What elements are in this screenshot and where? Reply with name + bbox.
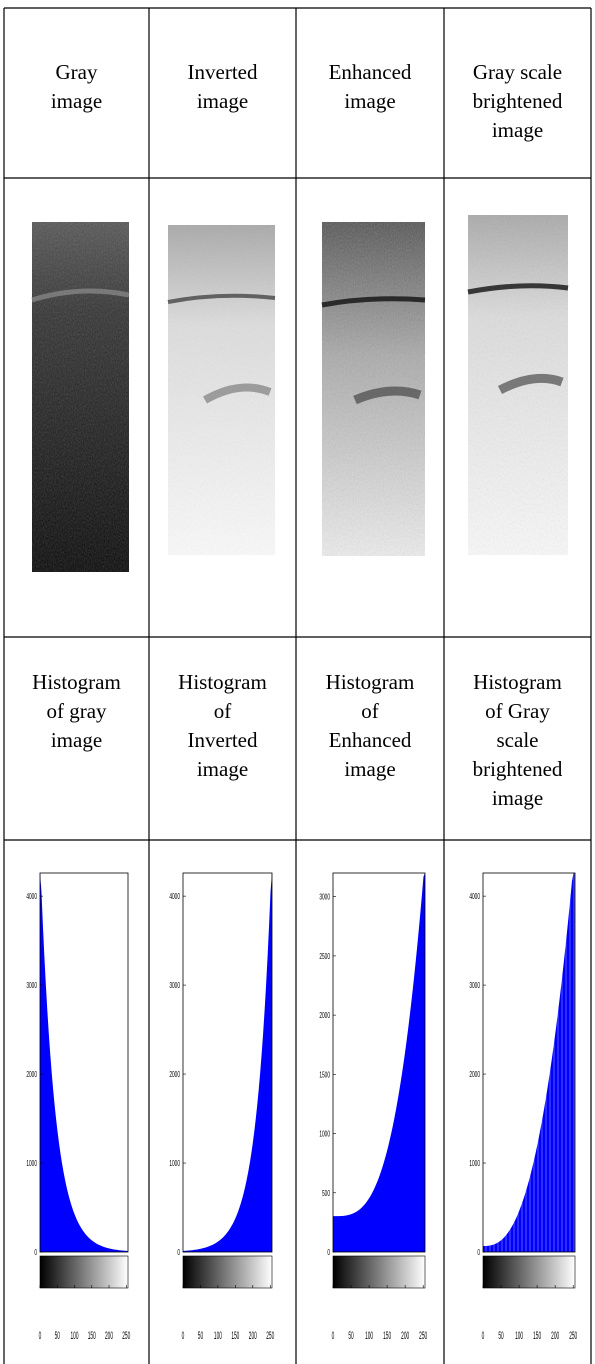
caption-cell: Histogram of gray image — [32, 668, 122, 755]
y-tick-label: 1000 — [319, 1130, 330, 1138]
x-tick-label: 100 — [365, 1329, 373, 1342]
x-tick-label: 100 — [515, 1329, 523, 1342]
y-tick-label: 1000 — [169, 1160, 180, 1168]
colorbar — [333, 1256, 425, 1288]
caption-cell: Histogram of Inverted image — [178, 668, 268, 784]
y-tick-label: 4000 — [26, 893, 37, 901]
x-tick-label: 100 — [71, 1329, 79, 1342]
x-tick-label: 250 — [569, 1329, 577, 1342]
y-tick-label: 0 — [177, 1249, 180, 1257]
caption-cell: Histogram of Gray scale brightened image — [464, 668, 572, 813]
x-tick-label: 200 — [249, 1329, 257, 1342]
y-tick-label: 1500 — [319, 1071, 330, 1079]
x-tick-label: 250 — [266, 1329, 274, 1342]
histogram-fill — [483, 873, 575, 1252]
x-tick-label: 150 — [383, 1329, 391, 1342]
y-tick-label: 2000 — [169, 1071, 180, 1079]
header-cell: Gray image — [32, 58, 122, 116]
caption-cell: Histogram of Enhanced image — [325, 668, 415, 784]
colorbar — [40, 1256, 128, 1288]
x-tick-label: 0 — [332, 1329, 335, 1342]
x-tick-label: 100 — [214, 1329, 222, 1342]
y-tick-label: 3000 — [469, 982, 480, 990]
y-tick-label: 3000 — [169, 982, 180, 990]
y-tick-label: 4000 — [469, 893, 480, 901]
header-cell: Enhanced image — [325, 58, 415, 116]
y-tick-label: 2500 — [319, 953, 330, 961]
y-tick-label: 3000 — [319, 894, 330, 902]
ultrasound-images — [32, 215, 568, 572]
x-tick-label: 50 — [498, 1329, 503, 1342]
y-tick-label: 500 — [322, 1190, 330, 1198]
x-tick-label: 50 — [348, 1329, 353, 1342]
y-tick-label: 1000 — [26, 1160, 37, 1168]
header-cell: Inverted image — [178, 58, 268, 116]
header-cell: Gray scale brightened image — [464, 58, 572, 145]
x-tick-label: 150 — [231, 1329, 239, 1342]
histogram-fill — [183, 873, 272, 1252]
page: 0100020003000400005010015020025001000200… — [0, 0, 595, 1364]
histogram-fill — [40, 873, 128, 1252]
colorbar — [183, 1256, 272, 1288]
y-tick-label: 2000 — [26, 1071, 37, 1079]
y-tick-label: 0 — [34, 1249, 37, 1257]
x-tick-label: 250 — [122, 1329, 130, 1342]
y-tick-label: 0 — [327, 1249, 330, 1257]
y-tick-label: 3000 — [26, 982, 37, 990]
x-tick-label: 0 — [482, 1329, 485, 1342]
x-tick-label: 0 — [39, 1329, 42, 1342]
y-tick-label: 0 — [477, 1249, 480, 1257]
y-tick-label: 4000 — [169, 893, 180, 901]
y-tick-label: 1000 — [469, 1160, 480, 1168]
x-tick-label: 0 — [182, 1329, 185, 1342]
y-tick-label: 2000 — [319, 1012, 330, 1020]
x-tick-label: 150 — [533, 1329, 541, 1342]
x-tick-label: 200 — [105, 1329, 113, 1342]
x-tick-label: 200 — [551, 1329, 559, 1342]
x-tick-label: 200 — [401, 1329, 409, 1342]
x-tick-label: 150 — [88, 1329, 96, 1342]
histogram-fill — [333, 873, 425, 1252]
x-tick-label: 250 — [419, 1329, 427, 1342]
colorbar — [483, 1256, 575, 1288]
y-tick-label: 2000 — [469, 1071, 480, 1079]
x-tick-label: 50 — [198, 1329, 203, 1342]
x-tick-label: 50 — [55, 1329, 60, 1342]
